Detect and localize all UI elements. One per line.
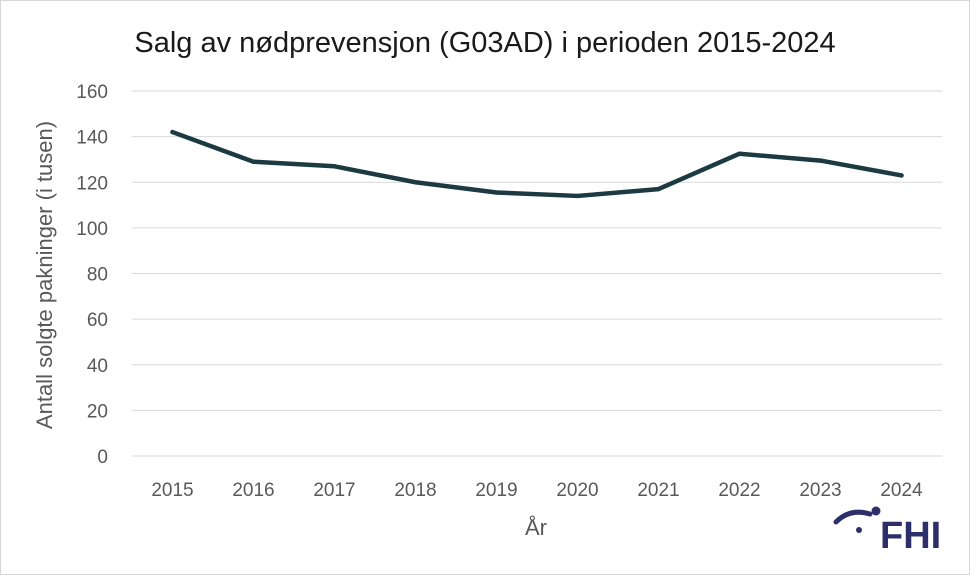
y-tick-label: 140 xyxy=(76,128,108,149)
x-tick-label: 2022 xyxy=(718,480,760,501)
data-point-2024 xyxy=(899,173,904,178)
y-tick-label: 60 xyxy=(87,310,108,331)
data-point-2022 xyxy=(737,151,742,156)
x-axis-label: År xyxy=(525,515,547,540)
y-tick-label: 80 xyxy=(87,265,108,286)
x-axis-ticks: 2015 2016 2017 2018 2019 2020 2021 2022 2023 2024 xyxy=(151,480,923,501)
fhi-logo-text: FHI xyxy=(880,515,941,557)
data-point-2020 xyxy=(575,193,580,199)
y-tick-label: 160 xyxy=(76,82,108,103)
y-tick-label: 0 xyxy=(97,447,108,468)
data-point-2018 xyxy=(413,180,418,185)
y-tick-label: 120 xyxy=(76,173,108,194)
y-tick-label: 40 xyxy=(87,356,108,377)
data-point-2019 xyxy=(494,190,499,195)
x-tick-label: 2023 xyxy=(799,480,841,501)
y-axis-ticks: 0 20 40 60 80 100 120 140 160 xyxy=(76,82,108,468)
x-tick-label: 2020 xyxy=(556,480,598,501)
data-point-2021 xyxy=(656,186,661,192)
x-tick-label: 2015 xyxy=(151,480,193,501)
data-point-2015 xyxy=(170,129,175,135)
series-line xyxy=(170,129,904,199)
gridlines xyxy=(132,90,942,457)
chart-title: Salg av nødprevensjon (G03AD) i perioden… xyxy=(134,27,835,59)
data-point-2016 xyxy=(251,159,256,164)
x-tick-label: 2016 xyxy=(232,480,274,501)
y-tick-label: 20 xyxy=(87,401,108,422)
y-tick-label: 100 xyxy=(76,219,108,240)
data-point-2023 xyxy=(818,158,823,163)
x-tick-label: 2018 xyxy=(394,480,436,501)
x-tick-label: 2024 xyxy=(880,480,923,501)
data-point-2017 xyxy=(332,164,337,169)
x-tick-label: 2017 xyxy=(313,480,355,501)
x-tick-label: 2019 xyxy=(475,480,517,501)
fhi-logo: FHI xyxy=(833,506,941,557)
series-layer xyxy=(170,129,904,199)
x-tick-label: 2021 xyxy=(637,480,679,501)
fhi-logo-mark-icon xyxy=(833,506,881,533)
y-axis-label: Antall solgte pakninger (i tusen) xyxy=(32,121,57,429)
